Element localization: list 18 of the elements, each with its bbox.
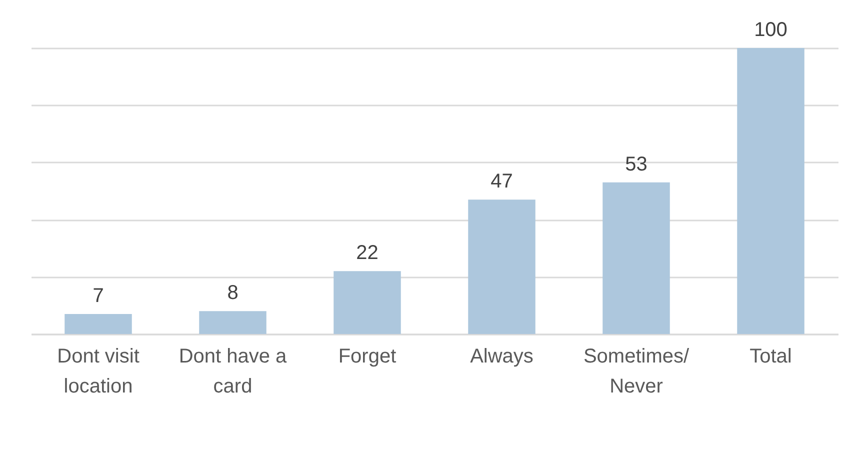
x-tick-label: Total (750, 346, 792, 368)
bar (199, 311, 266, 334)
data-label: 47 (490, 170, 513, 193)
data-label: 7 (92, 284, 104, 307)
bar (468, 200, 536, 334)
x-tick-label: Always (470, 346, 534, 368)
x-tick-label: Sometimes/ Never (583, 346, 690, 398)
data-label: 8 (227, 282, 238, 304)
bar (334, 271, 401, 334)
bar (737, 48, 804, 334)
bar (602, 182, 670, 334)
x-tick-label: Dont have a card (178, 346, 288, 398)
x-tick-label: Forget (338, 346, 397, 368)
data-label: 53 (625, 153, 648, 176)
data-label: 22 (356, 242, 378, 264)
data-label: 100 (754, 19, 788, 41)
bar (64, 314, 132, 334)
x-tick-label: Dont visit location (57, 346, 140, 398)
